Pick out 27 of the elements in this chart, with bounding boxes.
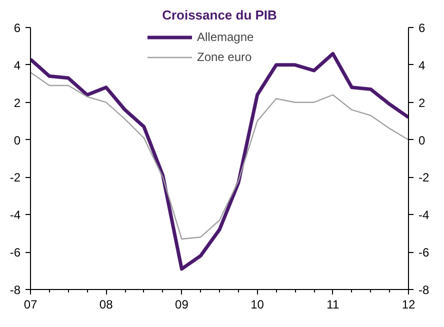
y2-tick-label: -6 xyxy=(418,246,430,260)
x-tick-label: 11 xyxy=(326,298,340,312)
x-tick-label: 07 xyxy=(24,298,38,312)
y2-tick-label: -8 xyxy=(418,283,430,297)
chart-title: Croissance du PIB xyxy=(162,8,277,22)
y-tick-label: 4 xyxy=(14,58,21,72)
y-tick-label: -4 xyxy=(10,208,21,222)
line-series xyxy=(30,72,408,240)
y-tick-label: -6 xyxy=(10,246,21,260)
y2-tick-label: 4 xyxy=(418,58,426,72)
y-tick-label: -2 xyxy=(10,170,21,185)
y-tick-label: 0 xyxy=(14,133,21,148)
y-tick-label: 6 xyxy=(14,21,21,35)
y2-tick-label: 2 xyxy=(418,96,426,110)
line-series xyxy=(30,52,408,271)
x-tick-label: 09 xyxy=(175,298,189,312)
legend-label: Allemagne xyxy=(197,30,254,44)
y2-tick-label: 0 xyxy=(418,133,426,148)
x-tick-label: 12 xyxy=(402,298,416,312)
x-tick-label: 10 xyxy=(250,298,264,312)
y2-tick-label: -2 xyxy=(418,170,430,185)
y2-tick-label: 6 xyxy=(418,21,426,35)
y-tick-label: 2 xyxy=(14,96,21,110)
y-tick-label: -8 xyxy=(10,283,21,297)
x-tick-label: 08 xyxy=(99,298,114,312)
legend-label: Zone euro xyxy=(197,50,252,64)
y2-tick-label: -4 xyxy=(418,208,430,222)
